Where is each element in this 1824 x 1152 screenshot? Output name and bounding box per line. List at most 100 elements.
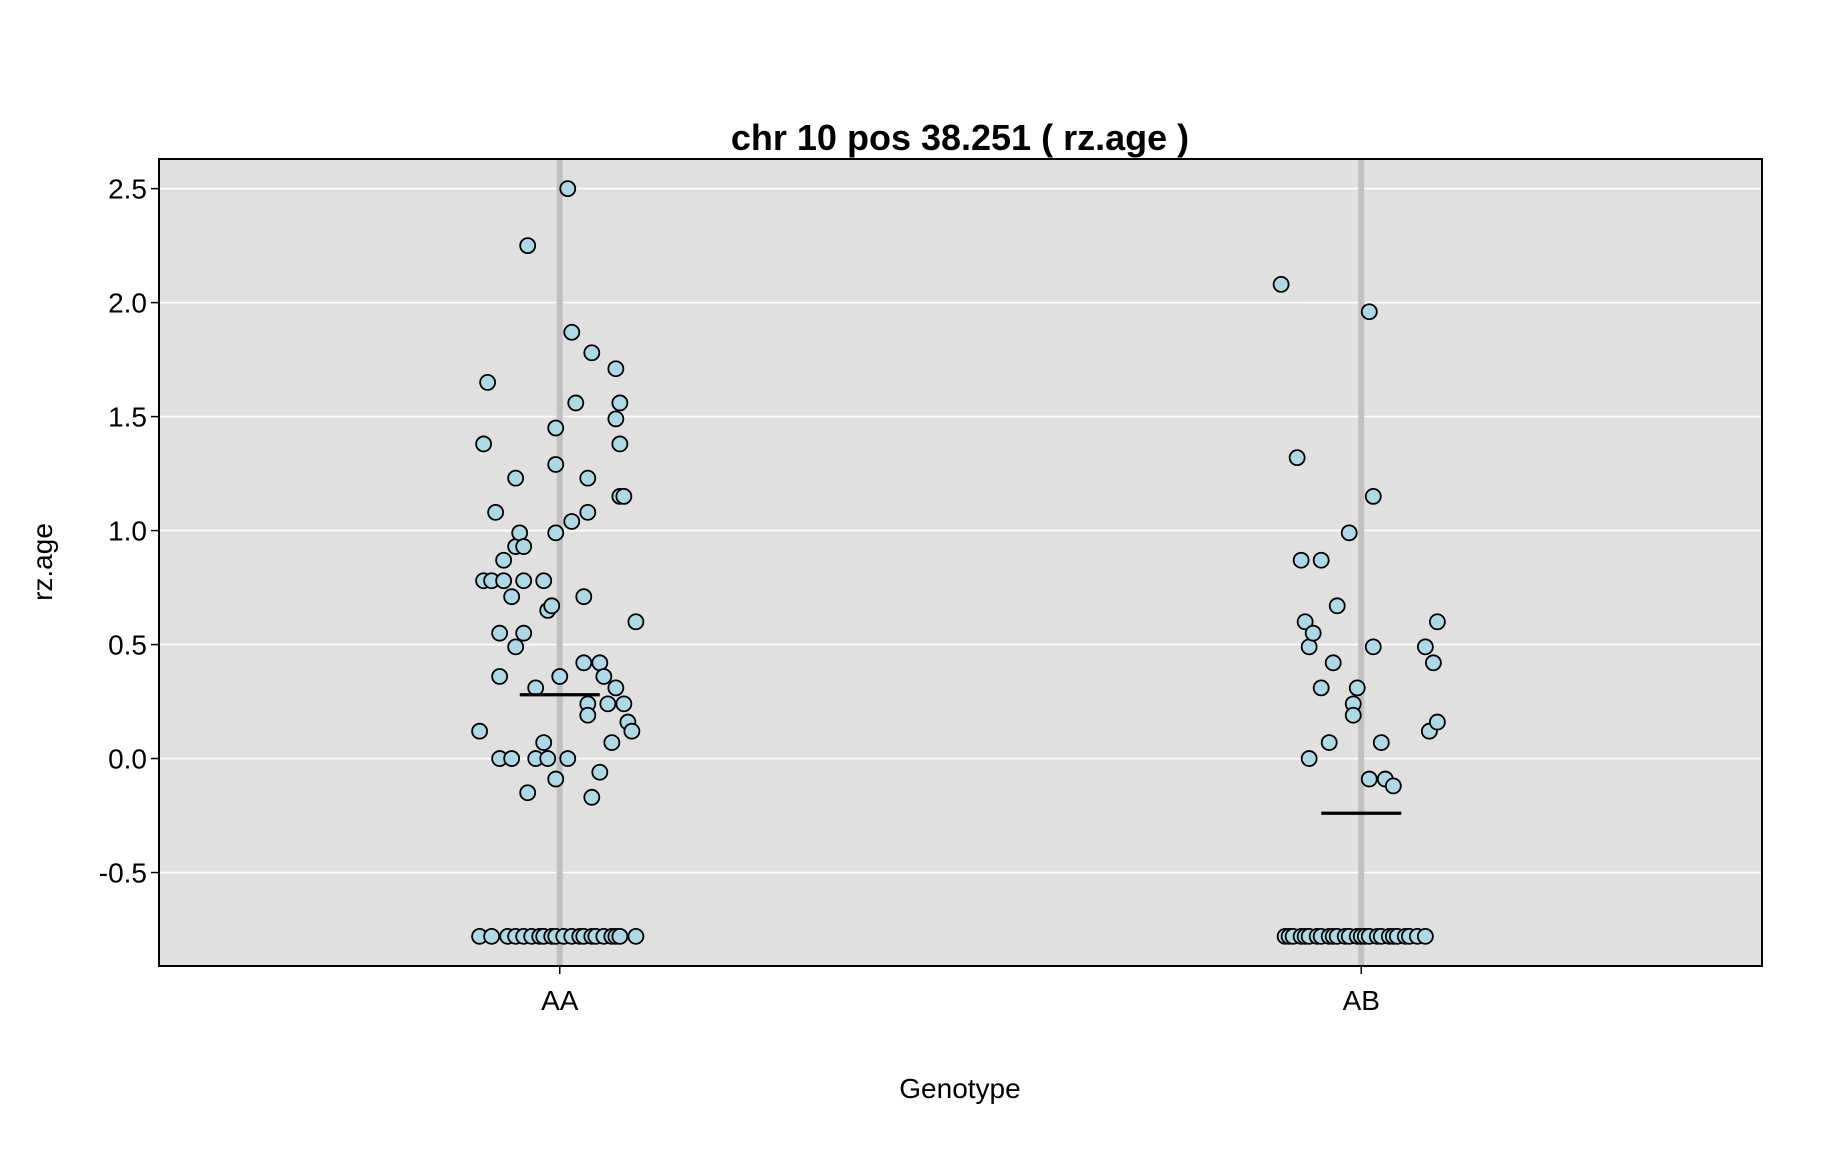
y-axis-label: rz.age bbox=[27, 523, 58, 601]
data-point-aa bbox=[611, 394, 629, 412]
data-point-aa bbox=[607, 410, 625, 428]
data-point-ab bbox=[1416, 638, 1434, 656]
data-point-ab bbox=[1364, 487, 1382, 505]
data-point-ab bbox=[1272, 275, 1290, 293]
x-tick-label: AA bbox=[541, 985, 579, 1016]
data-point-aa bbox=[559, 750, 577, 767]
x-axis-ticks: AA AB bbox=[541, 966, 1380, 1016]
data-point-aa bbox=[491, 668, 509, 685]
data-point-aa bbox=[547, 524, 565, 542]
data-point-ab bbox=[1300, 638, 1318, 656]
y-tick-label: -0.5 bbox=[99, 858, 147, 889]
data-point-aa bbox=[623, 722, 641, 740]
data-point-ab bbox=[1296, 613, 1314, 631]
chart-title: chr 10 pos 38.251 ( rz.age ) bbox=[731, 117, 1189, 158]
data-point-aa bbox=[575, 588, 593, 606]
data-point-ab bbox=[1416, 927, 1434, 945]
data-points bbox=[471, 180, 1446, 945]
data-point-aa bbox=[611, 927, 629, 945]
data-point-aa bbox=[535, 734, 553, 751]
category-center-lines bbox=[556, 159, 1365, 966]
data-point-aa bbox=[539, 750, 557, 767]
data-point-aa bbox=[547, 419, 565, 437]
data-point-ab bbox=[1344, 706, 1362, 724]
data-point-ab bbox=[1320, 734, 1338, 751]
plot-frame bbox=[158, 158, 1763, 967]
data-point-aa bbox=[515, 624, 533, 642]
data-point-aa bbox=[487, 503, 505, 521]
data-point-aa bbox=[519, 784, 537, 802]
data-point-aa bbox=[515, 538, 533, 555]
data-point-aa bbox=[627, 613, 645, 631]
data-point-ab bbox=[1384, 777, 1402, 795]
data-point-aa bbox=[591, 763, 609, 781]
data-point-aa bbox=[475, 435, 493, 453]
data-point-ab bbox=[1312, 551, 1330, 569]
data-point-aa bbox=[547, 770, 565, 788]
data-point-aa bbox=[483, 927, 501, 945]
gridlines bbox=[159, 187, 1762, 874]
data-point-ab bbox=[1348, 679, 1366, 697]
y-tick-label: 2.0 bbox=[108, 288, 147, 319]
data-point-aa bbox=[615, 695, 633, 713]
data-point-ab bbox=[1292, 551, 1310, 569]
data-point-ab bbox=[1328, 597, 1346, 615]
plot-area bbox=[159, 159, 1762, 966]
data-point-aa bbox=[591, 654, 609, 672]
data-point-aa bbox=[579, 503, 597, 521]
data-point-ab bbox=[1304, 624, 1322, 642]
data-point-aa bbox=[567, 394, 585, 412]
data-point-ab bbox=[1428, 613, 1446, 631]
data-point-aa bbox=[515, 572, 533, 590]
data-point-aa bbox=[563, 323, 581, 341]
data-point-aa bbox=[503, 750, 521, 767]
data-point-aa bbox=[511, 524, 529, 542]
data-point-aa bbox=[471, 722, 489, 740]
data-point-aa bbox=[583, 788, 601, 806]
data-point-aa bbox=[583, 344, 601, 362]
data-point-aa bbox=[495, 551, 513, 569]
data-point-aa bbox=[559, 180, 577, 198]
y-tick-label: 1.0 bbox=[108, 516, 147, 547]
data-point-aa bbox=[579, 706, 597, 724]
data-point-aa bbox=[615, 487, 633, 505]
data-point-aa bbox=[607, 360, 625, 378]
data-point-aa bbox=[479, 374, 497, 391]
x-tick-label: AB bbox=[1343, 985, 1380, 1016]
data-point-ab bbox=[1424, 654, 1442, 672]
data-point-aa bbox=[547, 456, 565, 473]
data-point-aa bbox=[543, 597, 561, 615]
data-point-ab bbox=[1324, 654, 1342, 672]
data-point-aa bbox=[599, 695, 617, 713]
data-point-ab bbox=[1340, 524, 1358, 542]
data-point-aa bbox=[551, 668, 569, 685]
data-point-aa bbox=[595, 668, 613, 685]
data-point-aa bbox=[491, 624, 509, 642]
data-point-aa bbox=[535, 572, 553, 590]
data-point-aa bbox=[519, 237, 537, 255]
data-point-aa bbox=[603, 734, 621, 751]
data-point-aa bbox=[579, 469, 597, 487]
data-point-ab bbox=[1360, 770, 1378, 788]
data-point-aa bbox=[607, 679, 625, 697]
data-point-ab bbox=[1360, 303, 1378, 321]
data-point-ab bbox=[1428, 713, 1446, 731]
data-point-aa bbox=[503, 588, 521, 606]
x-axis-label: Genotype bbox=[899, 1073, 1020, 1104]
data-point-ab bbox=[1312, 679, 1330, 697]
data-point-ab bbox=[1300, 750, 1318, 767]
data-point-ab bbox=[1364, 638, 1382, 656]
data-point-aa bbox=[495, 572, 513, 590]
y-tick-label: 0.5 bbox=[108, 630, 147, 661]
y-tick-label: 2.5 bbox=[108, 174, 147, 205]
data-point-aa bbox=[507, 638, 525, 656]
data-point-ab bbox=[1288, 449, 1306, 467]
data-point-aa bbox=[563, 513, 581, 530]
data-point-aa bbox=[627, 927, 645, 945]
y-tick-label: 0.0 bbox=[108, 744, 147, 775]
data-point-aa bbox=[575, 654, 593, 672]
mean-lines bbox=[519, 693, 1402, 815]
data-point-aa bbox=[611, 435, 629, 453]
y-axis-ticks: -0.5 0.0 0.5 1.0 1.5 2.0 2.5 bbox=[99, 174, 159, 889]
